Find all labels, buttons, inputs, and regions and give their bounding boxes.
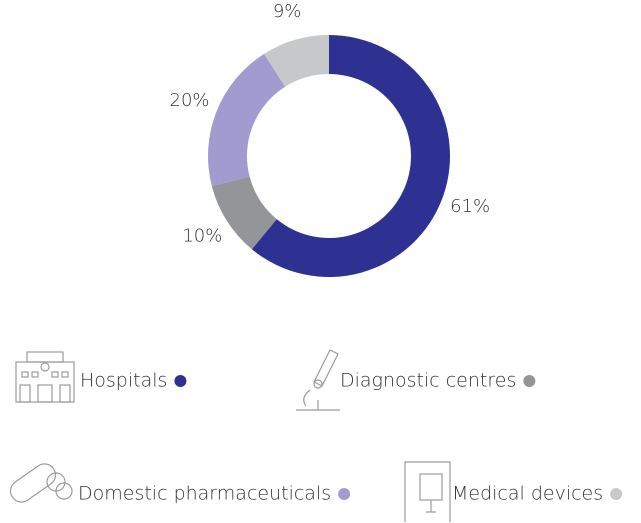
data-label: 20%	[170, 90, 210, 111]
device-icon	[404, 461, 451, 522]
donut-slice	[211, 176, 277, 250]
pills-icon	[9, 463, 73, 503]
data-label: 9%	[273, 1, 302, 22]
donut-slice	[264, 35, 329, 87]
legend-dot	[338, 488, 351, 500]
legend-label: Diagnostic centres	[340, 370, 516, 392]
legend-label: Domestic pharmaceuticals	[78, 483, 331, 505]
donut-slice	[251, 35, 450, 277]
legend-label: Hospitals	[80, 370, 167, 392]
hospital-icon	[15, 351, 75, 403]
data-label: 10%	[182, 225, 222, 246]
legend-dot	[610, 488, 623, 500]
microscope-icon	[296, 349, 340, 411]
legend-dot	[174, 375, 187, 387]
legend-label: Medical devices	[452, 483, 603, 505]
data-label: 61%	[450, 196, 490, 217]
donut-slice	[208, 53, 286, 187]
legend-dot	[523, 375, 536, 387]
